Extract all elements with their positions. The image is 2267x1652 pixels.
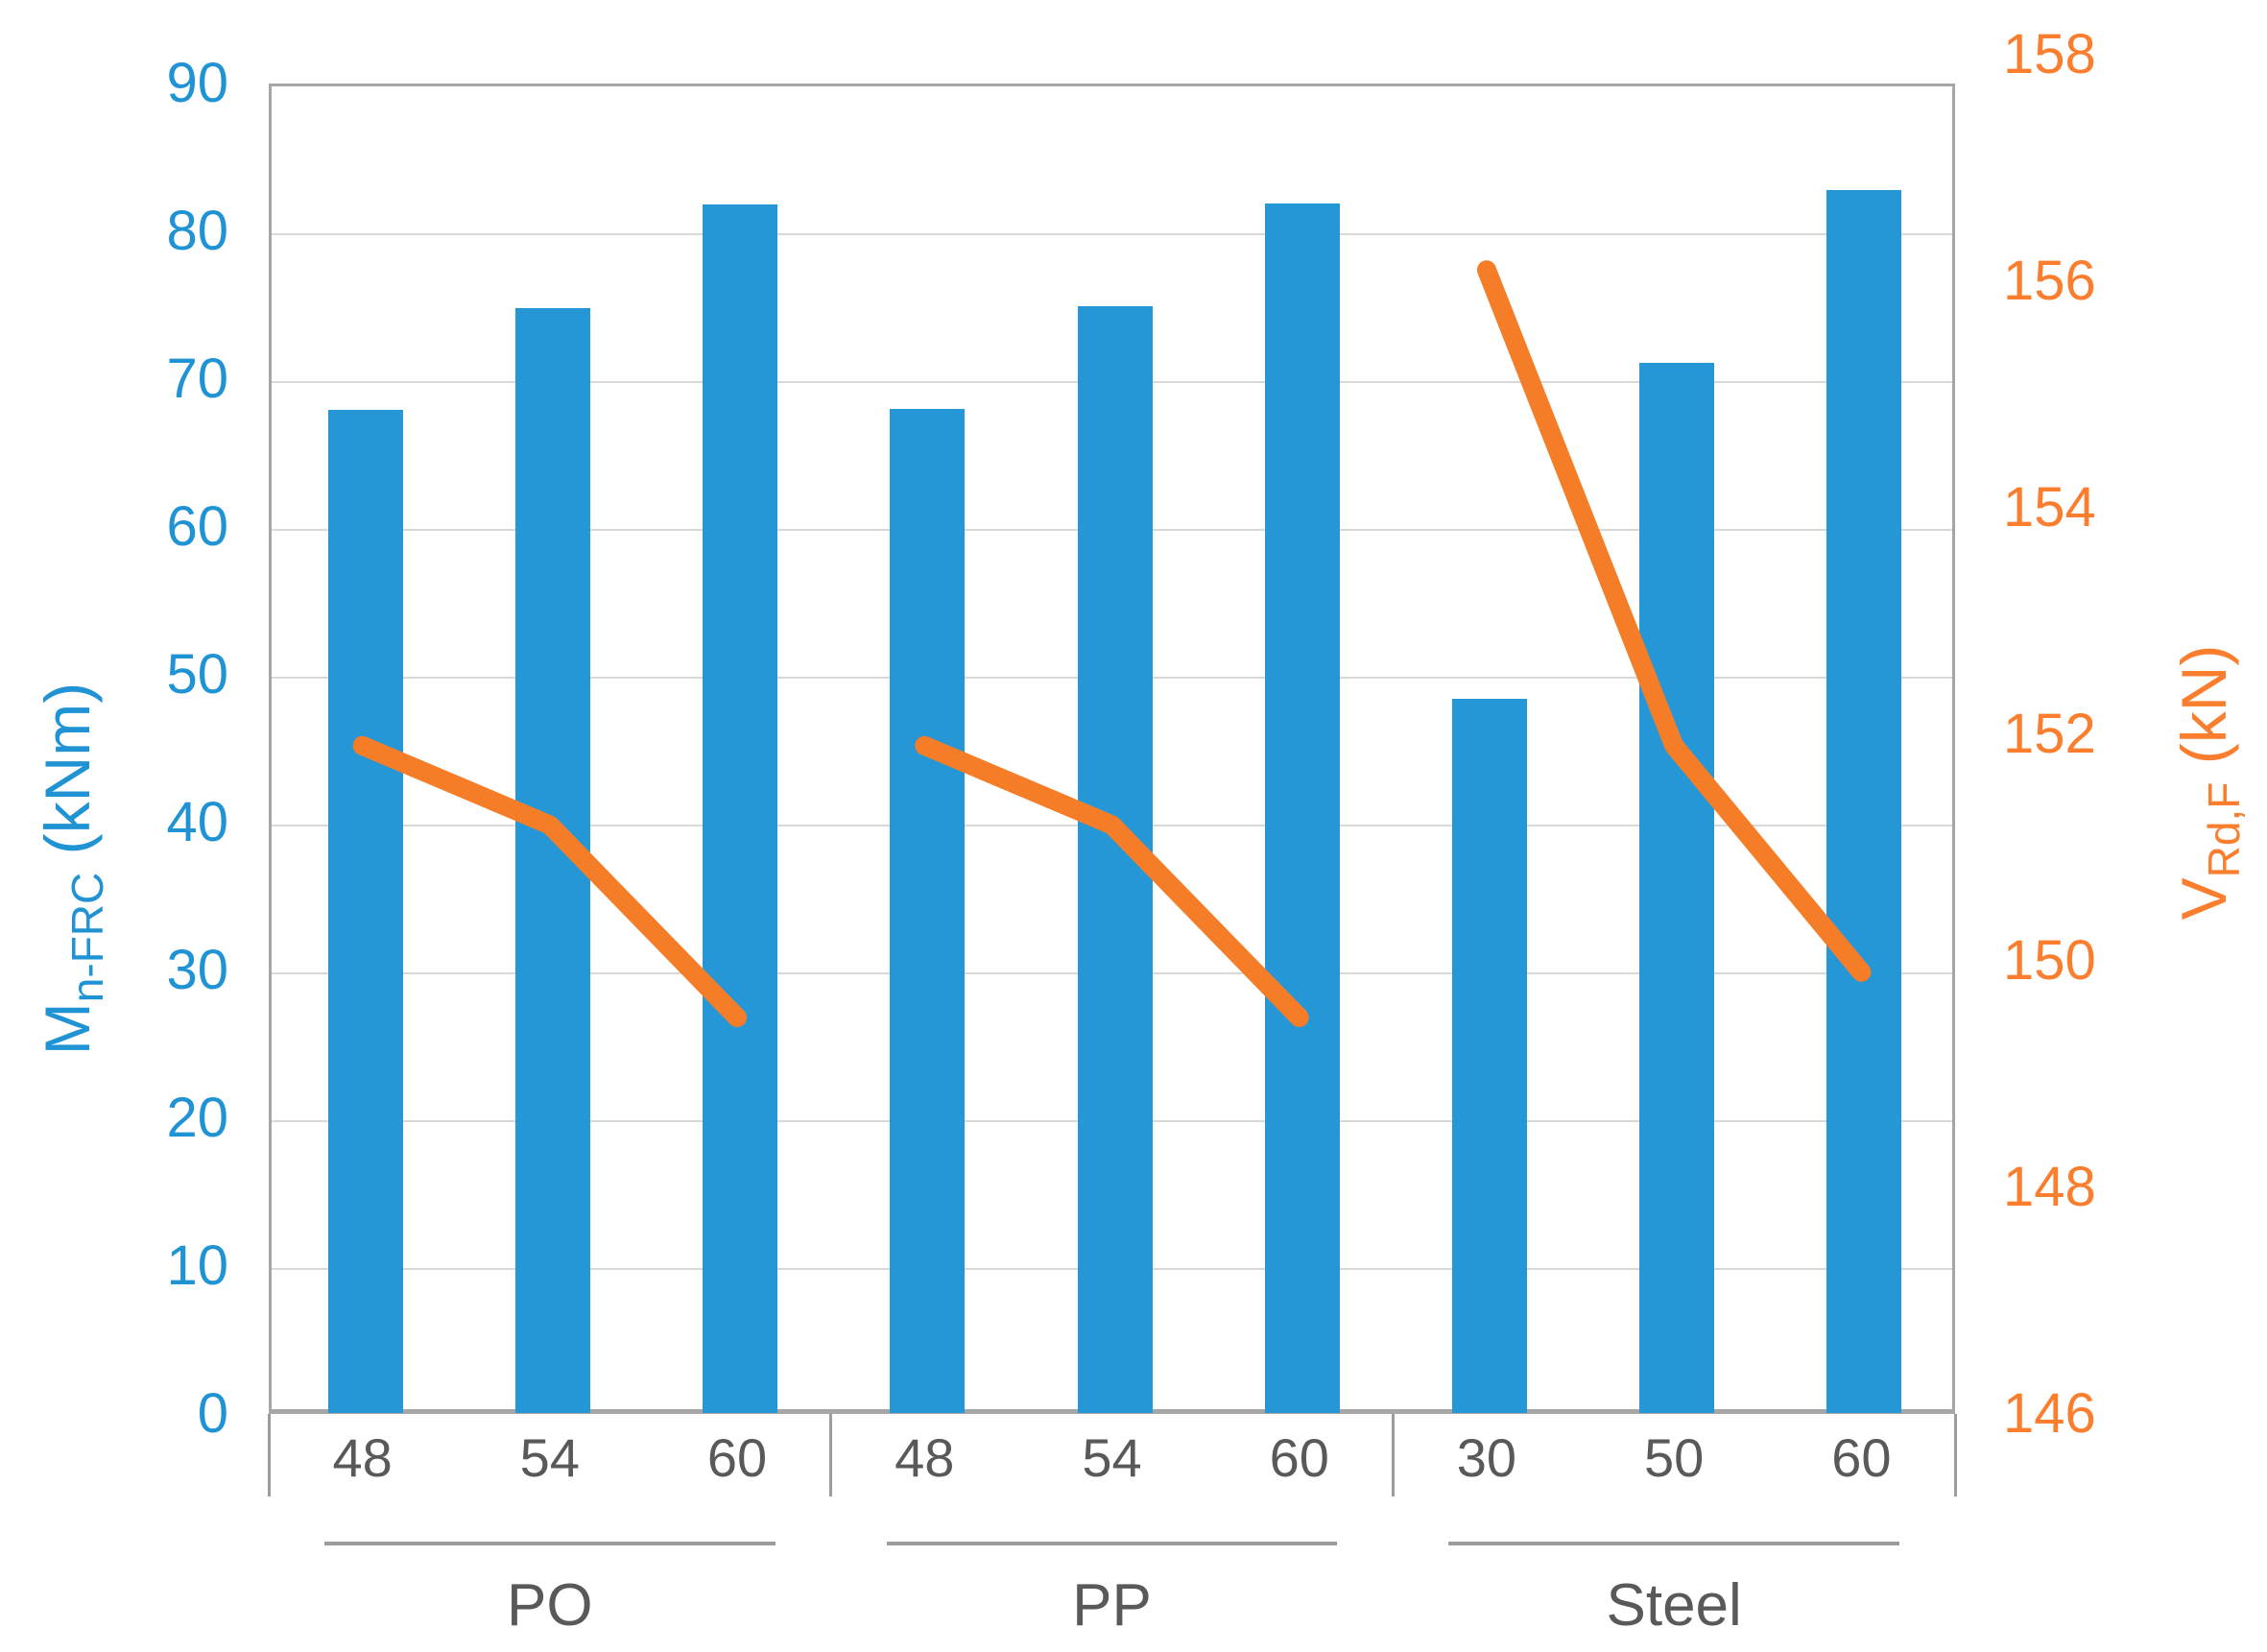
group-separator — [267, 1414, 271, 1496]
category-label: 48 — [895, 1427, 955, 1488]
bar — [703, 204, 778, 1413]
bar — [514, 308, 590, 1413]
group-separator — [829, 1414, 833, 1496]
bar — [1451, 698, 1527, 1413]
bar — [1826, 189, 1902, 1413]
group-underline — [1448, 1542, 1899, 1545]
right-axis-tick-label: 146 — [2003, 1382, 2096, 1445]
bar — [327, 410, 403, 1413]
group-separator — [1953, 1414, 1957, 1496]
bar — [1639, 362, 1715, 1413]
left-axis-tick-label: 40 — [166, 791, 228, 853]
bar — [1077, 306, 1153, 1413]
group-label: PP — [1072, 1572, 1152, 1639]
left-axis-tick-label: 60 — [166, 495, 228, 558]
bar — [1264, 203, 1340, 1413]
category-label: 50 — [1644, 1427, 1705, 1488]
group-underline — [324, 1542, 776, 1545]
group-label: Steel — [1606, 1572, 1742, 1639]
category-label: 30 — [1456, 1427, 1517, 1488]
category-label: 60 — [706, 1427, 768, 1488]
left-axis-tick-label: 70 — [166, 347, 228, 410]
category-label: 54 — [1082, 1427, 1142, 1488]
right-axis-tick-label: 148 — [2003, 1156, 2096, 1218]
left-axis-tick-label: 30 — [166, 939, 228, 1001]
category-label: 60 — [1269, 1427, 1329, 1488]
left-axis-tick-label: 50 — [166, 643, 228, 706]
category-label: 60 — [1831, 1427, 1892, 1488]
left-axis-tick-label: 90 — [166, 52, 228, 114]
left-axis-tick-label: 10 — [166, 1234, 228, 1297]
right-axis-title-symbol: V — [2168, 877, 2239, 921]
left-axis-tick-label: 0 — [197, 1382, 228, 1445]
right-axis-title-subscript: Rd,F — [2199, 781, 2250, 878]
category-label: 54 — [519, 1427, 580, 1488]
right-axis-tick-label: 152 — [2003, 703, 2096, 765]
group-separator — [1391, 1414, 1395, 1496]
right-axis-tick-label: 150 — [2003, 929, 2096, 992]
gridline — [272, 233, 1952, 235]
bar — [890, 408, 966, 1413]
right-axis-tick-label: 158 — [2003, 23, 2096, 85]
left-axis-title-symbol: M — [32, 1002, 103, 1056]
plot-area — [269, 84, 1955, 1414]
right-axis-title: VRd,F (kN) — [2167, 645, 2249, 921]
left-axis-tick-label: 80 — [166, 200, 228, 262]
right-axis-tick-label: 154 — [2003, 476, 2096, 539]
left-axis-title: Mn-FRC (kNm) — [31, 682, 112, 1056]
right-axis-tick-label: 156 — [2003, 250, 2096, 312]
left-axis-tick-label: 20 — [166, 1087, 228, 1149]
category-label: 48 — [332, 1427, 393, 1488]
group-underline — [886, 1542, 1338, 1545]
group-label: PO — [507, 1572, 593, 1639]
